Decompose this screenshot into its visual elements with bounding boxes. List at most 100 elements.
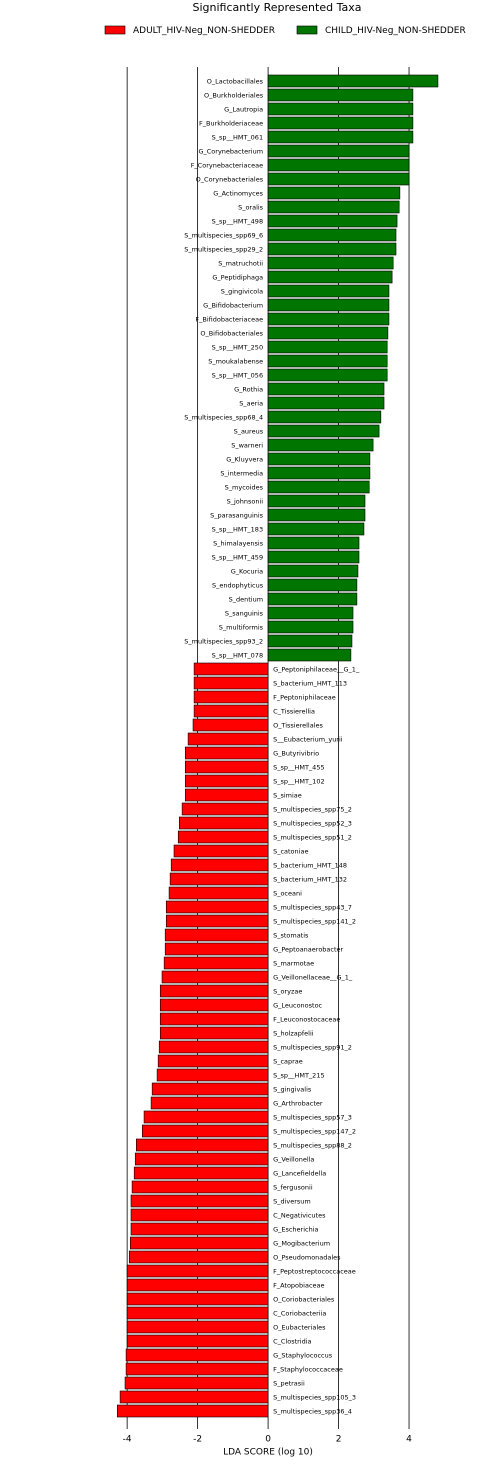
bar (125, 1362, 269, 1376)
bar (187, 732, 269, 746)
bar (267, 382, 385, 396)
bar (131, 1180, 269, 1194)
category-label: S_sp__HMT_183 (212, 526, 264, 534)
category-label: S_intermedia (220, 470, 263, 478)
x-axis-label: LDA SCORE (log 10) (223, 1448, 313, 1458)
category-label: O_Pseudomonadales (273, 1254, 341, 1262)
bar (168, 886, 269, 900)
bar (267, 438, 374, 452)
bar (267, 312, 390, 326)
category-label: S_multispecies_spp36_4 (273, 1408, 352, 1416)
category-label: C_Coriobacteriia (273, 1310, 326, 1318)
bar (267, 550, 360, 564)
bar (267, 200, 400, 214)
category-label: S_sp__HMT_215 (273, 1072, 325, 1080)
category-label: S_multispecies_spp88_2 (273, 1142, 352, 1150)
bar (126, 1306, 269, 1320)
category-label: G_Escherichia (273, 1226, 318, 1234)
bar (267, 396, 385, 410)
category-label: S_multispecies_spp147_2 (273, 1128, 356, 1136)
category-label: S_multispecies_spp69_6 (184, 232, 263, 240)
bar (181, 802, 269, 816)
bar (267, 88, 414, 102)
category-label: O_Tissierellales (273, 722, 323, 730)
bar (163, 956, 269, 970)
bar (141, 1124, 269, 1138)
x-tick-label: -2 (193, 1435, 202, 1445)
category-label: G_Actinomyces (213, 190, 263, 198)
category-label: S_sp__HMT_061 (212, 134, 264, 142)
bar (130, 1222, 269, 1236)
bar (193, 662, 269, 676)
category-label: S_marmotae (273, 960, 314, 968)
bar (267, 326, 389, 340)
category-label: G_Kocuria (231, 568, 263, 576)
bar (267, 270, 393, 284)
category-label: G_Butyrivibrio (273, 750, 319, 758)
category-label: S_multispecies_spp57_3 (273, 1114, 352, 1122)
category-label: S_himalayensis (213, 540, 264, 548)
category-label: C_Negativicutes (273, 1212, 326, 1220)
category-label: O_Bifidobacteriales (200, 330, 263, 338)
bar (267, 74, 439, 88)
category-label: S_sp__HMT_455 (273, 764, 325, 772)
bar (173, 844, 269, 858)
bar (133, 1166, 269, 1180)
bar (267, 214, 398, 228)
bar (267, 648, 352, 662)
bar (157, 1054, 269, 1068)
bar (267, 284, 390, 298)
category-label: O_Eubacteriales (273, 1324, 326, 1332)
bar (130, 1208, 269, 1222)
category-label: F_Burkholderiaceae (199, 120, 263, 128)
bar (178, 816, 269, 830)
category-label: O_Corynebacteriales (196, 176, 264, 184)
bar (267, 592, 358, 606)
bar (126, 1334, 269, 1348)
bar (165, 900, 269, 914)
category-label: C_Clostridia (273, 1338, 311, 1346)
category-label: S_multispecies_spp52_3 (273, 820, 352, 828)
bar (193, 676, 269, 690)
bar (267, 536, 360, 550)
bar (267, 634, 353, 648)
category-label: F_Atopobiaceae (273, 1282, 324, 1290)
category-label: F_Peptostreptococcaceae (273, 1268, 356, 1276)
category-label: G_Peptoniphilaceae__G_1_ (273, 666, 360, 674)
category-label: G_Bifidobacterium (203, 302, 263, 310)
category-label: G_Rothia (234, 386, 263, 394)
bar (126, 1264, 269, 1278)
category-label: S_fergusonii (273, 1184, 313, 1192)
bar (134, 1152, 269, 1166)
bar (267, 564, 359, 578)
legend-swatch (104, 25, 126, 35)
bar (184, 774, 269, 788)
category-label: C_Tissierellia (273, 708, 315, 716)
bar (130, 1236, 269, 1250)
bar (158, 1040, 269, 1054)
category-label: F_Peptoniphilaceae (273, 694, 336, 702)
category-label: S_caprae (273, 1058, 303, 1066)
bar (267, 116, 414, 130)
bar (125, 1348, 269, 1362)
category-label: S__Eubacterium_yurii (273, 736, 343, 744)
bar (169, 872, 269, 886)
bar (128, 1250, 269, 1264)
bar (150, 1096, 269, 1110)
category-label: S_catoniae (273, 848, 308, 856)
category-label: S_multispecies_spp105_3 (273, 1394, 356, 1402)
category-label: S_parasanguinis (210, 512, 264, 520)
category-label: G_Kluyvera (226, 456, 263, 464)
x-tick-label: 4 (406, 1435, 412, 1445)
category-label: S_endophyticus (212, 582, 264, 590)
category-label: G_Staphylococcus (273, 1352, 333, 1360)
bar (184, 788, 269, 802)
bar (267, 578, 358, 592)
bar (267, 354, 388, 368)
category-label: G_Veillonella (273, 1156, 314, 1164)
category-label: S_holzapfelii (273, 1030, 314, 1038)
category-label: S_petrasii (273, 1380, 305, 1388)
legend-label: ADULT_HIV-Neg_NON-SHEDDER (133, 26, 275, 36)
bar (193, 704, 269, 718)
category-label: S_aureus (234, 428, 264, 436)
